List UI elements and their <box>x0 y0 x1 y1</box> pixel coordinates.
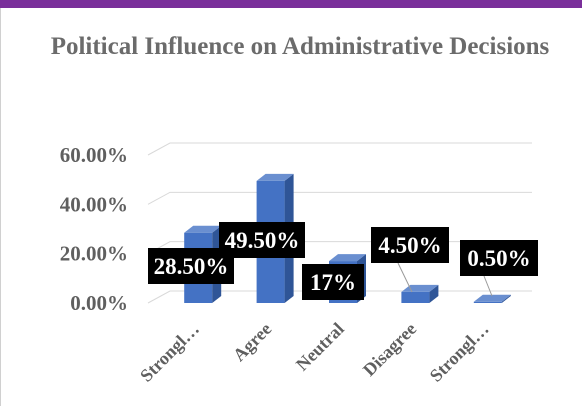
data-label-box <box>371 227 449 263</box>
bar-top <box>256 173 294 181</box>
leader-line <box>397 262 413 293</box>
x-tick-label: Strongl… <box>426 319 493 386</box>
y-tick-label: 60.00% <box>60 143 128 167</box>
bar-side <box>429 284 439 303</box>
y-tick-label: 20.00% <box>60 242 128 266</box>
bar-top <box>184 225 222 233</box>
y-tick-label: 40.00% <box>60 192 128 216</box>
left-border <box>0 8 1 406</box>
data-label: 28.50% <box>154 254 229 279</box>
data-label-box <box>460 240 538 276</box>
leader-line <box>483 275 493 297</box>
x-tick-label: Disagree <box>359 319 420 380</box>
bar-top <box>329 254 366 262</box>
bar-top <box>473 294 511 302</box>
data-label: 0.50% <box>467 246 530 271</box>
bar-side <box>501 294 511 303</box>
data-label-box <box>219 222 305 258</box>
gridline <box>147 142 532 156</box>
bar-front <box>473 301 502 303</box>
bar-front <box>401 291 430 303</box>
top-border <box>0 0 582 8</box>
x-tick-label: Agree <box>229 319 275 365</box>
y-tick-label: 0.00% <box>70 291 128 315</box>
data-label: 17% <box>310 270 356 295</box>
data-label: 4.50% <box>378 233 441 258</box>
x-tick-label: Strongl… <box>136 319 203 386</box>
chart-title: Political Influence on Administrative De… <box>50 33 550 60</box>
x-tick-label: Neutral <box>292 319 348 375</box>
data-label: 49.50% <box>225 228 300 253</box>
data-label-box <box>302 264 364 300</box>
gridline <box>147 191 532 205</box>
